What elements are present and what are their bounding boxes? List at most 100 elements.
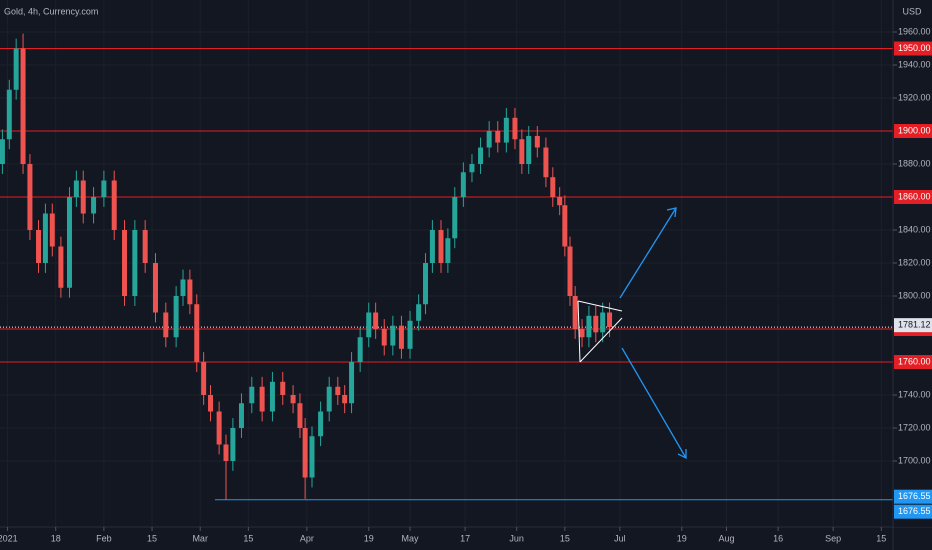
candle-body [519,139,525,165]
candle-body [469,164,475,173]
price-tag-label: 1900.00 [898,125,931,135]
candle-body [512,117,518,140]
x-tick-label: Jul [614,533,626,543]
candle-body [49,213,55,247]
candle-body [290,395,296,404]
candle-body [526,135,532,165]
triangle-lower [579,317,623,363]
arrow-up-head [666,207,677,218]
candle-body [297,403,303,429]
candle-body [357,337,363,363]
price-tag [894,504,932,519]
candle-body [381,329,387,346]
candle-body [173,296,179,338]
candle-body [269,381,275,412]
x-tick-label: Apr [300,533,314,543]
candle-body [398,325,404,349]
candle-body [373,312,379,330]
candle-body [495,131,501,143]
candle-body [91,197,97,214]
candle-body [326,386,332,412]
candle-body [201,362,207,396]
candle-body [416,304,422,321]
candle-body [216,411,222,445]
x-tick-label: 2021 [0,533,18,543]
x-tick-label: 19 [364,533,374,543]
price-tag [894,124,932,139]
candle-body [36,230,42,264]
candle-body [407,320,413,349]
candle-body [66,197,72,288]
triangle-side [577,300,581,363]
candle-body [445,238,451,264]
candle-body [132,230,138,297]
price-tag [894,355,932,370]
candle-body [259,386,265,412]
candle-body [101,180,107,198]
x-tick-label: 15 [876,533,886,543]
candle-body [122,230,128,297]
candle-body [42,213,48,264]
candle-body [238,403,244,429]
candle-body [249,386,255,404]
x-tick-label: May [402,533,420,543]
candle-body [80,180,86,214]
x-tick-label: 15 [243,533,253,543]
candle-body [0,139,5,165]
price-tag [894,318,932,333]
candle-body [562,205,568,247]
candle-body [73,180,79,198]
price-tag-label: 1781.12 [898,320,931,330]
chart-title: Gold, 4h, Currency.com [4,6,98,16]
candle-body [318,411,324,437]
y-tick-label: 1840.00 [898,224,931,234]
candle-body [607,312,613,328]
x-tick-label: Sep [825,533,841,543]
x-tick-label: 17 [460,533,470,543]
candle-body [534,135,540,148]
price-tag-label: 1860.00 [898,191,931,201]
candle-body [503,117,509,143]
unit-label: USD [902,6,922,16]
candle-body [230,428,236,462]
candle-body [335,386,341,396]
candle-body [223,444,229,462]
price-tag-label: 1950.00 [898,43,931,53]
candle-body [180,279,186,297]
candle-body [6,89,12,140]
price-tag [894,190,932,205]
price-tag [894,41,932,56]
x-tick-label: Jun [509,533,524,543]
candle-body [423,263,429,305]
x-tick-label: 15 [147,533,157,543]
y-tick-label: 1880.00 [898,158,931,168]
candle-body [366,312,372,338]
candle-body [111,180,117,231]
candle-body [478,147,484,165]
x-tick-label: 15 [560,533,570,543]
candle-body [438,230,444,264]
candle-body [187,279,193,305]
candle-body [152,263,158,313]
arrow-up [619,207,677,299]
candle-body [593,315,599,333]
candle-body [349,362,355,404]
y-tick-label: 1720.00 [898,422,931,432]
y-tick-label: 1960.00 [898,26,931,36]
candle-body [557,197,563,206]
y-tick-label: 1940.00 [898,59,931,69]
price-tag-label: 1676.55 [898,491,931,501]
candle-body [460,172,466,198]
y-tick-label: 1800.00 [898,290,931,300]
candle-body [142,230,148,264]
candle-body [58,246,64,288]
candle-body [567,246,573,297]
x-tick-label: Feb [96,533,112,543]
candle-body [302,428,308,478]
candle-body [27,164,33,231]
candle-body [550,177,556,198]
candle-body [194,304,200,363]
candle-body [543,147,549,178]
candle-body [452,197,458,239]
